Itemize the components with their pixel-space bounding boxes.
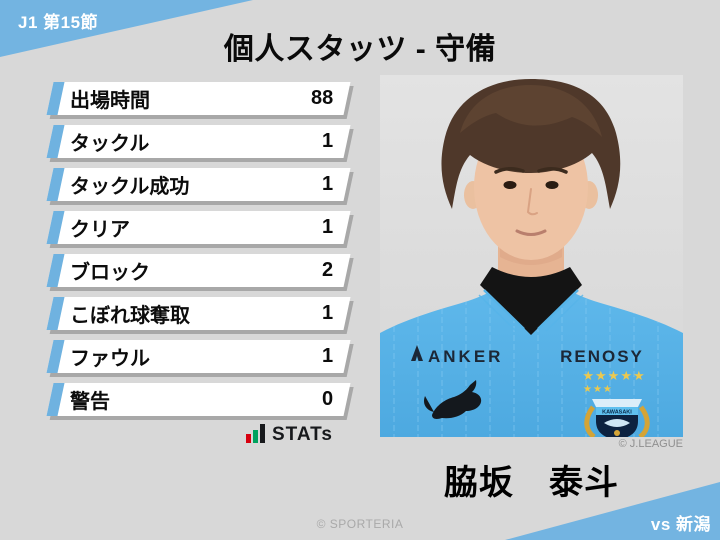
crest-label: KAWASAKI (602, 410, 632, 416)
stat-row-loose-ball-recoveries: こぼれ球奪取 1 (46, 297, 351, 330)
stat-row-yellow-cards: 警告 0 (46, 383, 351, 416)
stat-label: 出場時間 (70, 90, 150, 112)
stat-row-tackles-won: タックル成功 1 (46, 168, 351, 201)
sponsor-left-label: ANKER (428, 347, 503, 366)
collar (480, 267, 582, 335)
stat-row-clearances: クリア 1 (46, 211, 351, 244)
page-title: 個人スタッツ - 守備 (223, 33, 497, 66)
stat-row-fouls: ファウル 1 (46, 340, 351, 373)
stat-label: クリア (70, 219, 130, 241)
anker-logo-icon (411, 345, 423, 361)
player-name: 脇坂 泰斗 (444, 464, 619, 502)
stat-label: ブロック (70, 262, 150, 284)
opponent-badge-label: vs 新潟 (650, 515, 711, 534)
championship-stars-row2: ★★★ (583, 384, 613, 395)
stat-value: 1 (321, 302, 333, 324)
stat-value: 1 (321, 216, 333, 238)
round-badge-label: J1 第15節 (18, 13, 99, 32)
stat-value: 1 (321, 130, 333, 152)
stat-value: 1 (321, 173, 333, 195)
sponsor-right-label: RENOSY (560, 347, 644, 366)
stats-logo: STATs (246, 424, 333, 445)
stat-value: 1 (321, 345, 333, 367)
stat-value: 88 (310, 87, 333, 109)
player-photo: ANKER RENOSY ★★★★★ ★★★ KAWASAKI (380, 75, 683, 437)
bar-chart-icon (246, 424, 265, 443)
stat-value: 0 (321, 388, 333, 410)
club-crest-icon: KAWASAKI (584, 399, 650, 437)
stat-row-tackles: タックル 1 (46, 125, 351, 158)
puma-logo-icon (424, 380, 482, 419)
stat-row-minutes: 出場時間 88 (46, 82, 351, 115)
stat-label: タックル成功 (70, 176, 190, 198)
photo-credit: © J.LEAGUE (618, 438, 683, 450)
stat-value: 2 (321, 259, 333, 281)
championship-stars-row1: ★★★★★ (582, 368, 645, 383)
stats-logo-label: STATs (272, 424, 333, 445)
stat-label: 警告 (70, 391, 110, 413)
stat-label: タックル (70, 133, 150, 155)
site-credit: © SPORTERIA (316, 517, 404, 531)
stat-row-blocks: ブロック 2 (46, 254, 351, 287)
stat-label: ファウル (70, 348, 150, 370)
stat-label: こぼれ球奪取 (70, 305, 190, 327)
